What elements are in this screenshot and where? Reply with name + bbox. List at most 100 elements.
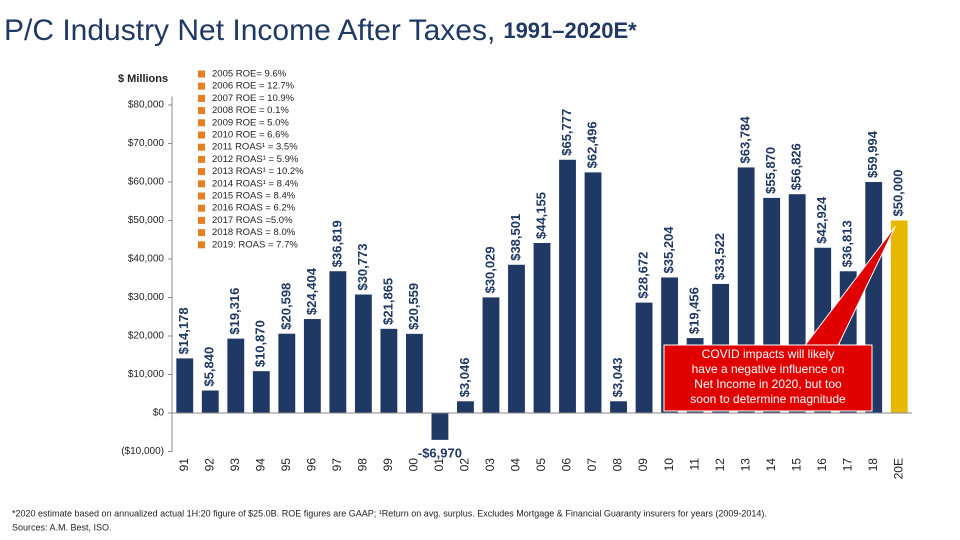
- annotation-text: Net Income in 2020, but too: [694, 377, 842, 391]
- annotation-text: have a negative influence on: [692, 362, 845, 376]
- value-label: $38,501: [508, 214, 523, 261]
- value-label: $42,924: [814, 196, 829, 244]
- note-text: 2011 ROAS¹ = 3.5%: [212, 142, 298, 153]
- note-text: 2013 ROAS¹ = 10.2%: [212, 166, 304, 177]
- value-label: $20,598: [278, 283, 293, 330]
- note-bullet: [198, 204, 205, 212]
- y-tick-label: $40,000: [128, 254, 165, 265]
- value-label: $30,029: [482, 246, 497, 293]
- x-tick-label: 94: [253, 458, 267, 472]
- value-label: $36,813: [840, 220, 855, 267]
- bar: [354, 294, 372, 413]
- title-years: 1991–2020E*: [503, 18, 637, 43]
- bar: [610, 401, 627, 413]
- note-bullet: [198, 107, 205, 115]
- value-label: $55,870: [763, 147, 778, 194]
- x-tick-label: 15: [789, 458, 803, 472]
- value-label: $19,316: [227, 288, 242, 335]
- x-tick-label: 08: [611, 458, 625, 472]
- note-bullet: [198, 143, 205, 151]
- bar: [559, 159, 576, 413]
- value-label: $21,865: [380, 278, 395, 325]
- x-tick-label: 95: [279, 458, 293, 472]
- note-text: 2018 ROAS = 8.0%: [212, 227, 296, 238]
- note-bullet: [198, 70, 205, 78]
- bar: [303, 319, 321, 413]
- value-label: $14,178: [176, 307, 191, 354]
- note-text: 2005 ROE= 9.6%: [212, 69, 287, 80]
- bar: [201, 390, 219, 413]
- value-label: $3,043: [610, 358, 625, 398]
- value-label: $30,773: [355, 244, 370, 291]
- title-main: P/C Industry Net Income After Taxes,: [4, 14, 495, 47]
- x-tick-label: 96: [305, 458, 319, 472]
- x-tick-label: 18: [866, 458, 880, 472]
- value-label: $59,994: [865, 130, 880, 178]
- y-tick-label: $20,000: [128, 331, 165, 342]
- x-tick-label: 92: [202, 458, 216, 472]
- value-label: $20,559: [406, 283, 421, 330]
- value-label: -$6,970: [418, 445, 462, 460]
- bar: [329, 271, 347, 413]
- chart-title: P/C Industry Net Income After Taxes, 1991…: [4, 14, 637, 47]
- value-label: $56,826: [789, 143, 804, 190]
- bar: [635, 302, 653, 413]
- y-tick-label: $60,000: [128, 177, 165, 188]
- bar: [227, 338, 245, 413]
- x-tick-label: 20E: [891, 458, 905, 479]
- bar: [584, 172, 602, 413]
- note-text: 2012 ROAS¹ = 5.9%: [212, 154, 299, 165]
- x-tick-label: 99: [381, 458, 395, 472]
- value-label: $63,784: [738, 116, 753, 164]
- value-label: $5,840: [202, 347, 217, 387]
- x-tick-label: 17: [840, 458, 854, 472]
- x-tick-label: 05: [534, 458, 548, 472]
- x-tick-label: 06: [560, 458, 574, 472]
- note-bullet: [198, 180, 205, 188]
- x-tick-label: 00: [407, 458, 421, 472]
- note-bullet: [198, 82, 205, 90]
- value-label: $24,404: [304, 267, 319, 315]
- note-text: 2007 ROE = 10.9%: [212, 93, 295, 104]
- value-label: $62,496: [584, 121, 599, 168]
- note-text: 2016 ROAS = 6.2%: [212, 203, 296, 214]
- y-tick-label: $30,000: [128, 292, 165, 303]
- annotation-text: soon to determine magnitude: [690, 392, 846, 406]
- value-label: $65,777: [559, 109, 574, 156]
- bar: [380, 328, 398, 413]
- x-tick-label: 02: [458, 458, 472, 472]
- note-bullet: [198, 131, 205, 139]
- note-bullet: [198, 119, 205, 127]
- x-tick-label: 10: [662, 458, 676, 472]
- value-label: $50,000: [891, 170, 906, 217]
- annotation-text: COVID impacts will likely: [702, 347, 835, 361]
- note-text: 2006 ROE = 12.7%: [212, 81, 295, 92]
- bar: [482, 297, 500, 413]
- note-text: 2009 ROE = 5.0%: [212, 117, 289, 128]
- y-tick-label: $10,000: [128, 369, 165, 380]
- y-axis-label: $ Millions: [118, 73, 168, 85]
- y-tick-label: $50,000: [128, 215, 165, 226]
- value-label: $33,522: [712, 233, 727, 280]
- bar: [176, 358, 194, 413]
- value-label: $28,672: [636, 252, 651, 299]
- bar: [431, 413, 449, 440]
- bar: [457, 401, 474, 413]
- note-bullet: [198, 229, 205, 237]
- x-tick-label: 03: [483, 458, 497, 472]
- bar: [508, 264, 525, 413]
- footnote: *2020 estimate based on annualized actua…: [12, 508, 767, 518]
- x-tick-label: 01: [432, 458, 446, 472]
- x-tick-label: 09: [636, 458, 650, 472]
- x-tick-label: 91: [177, 458, 191, 472]
- note-text: 2015 ROAS = 8.4%: [212, 191, 296, 202]
- note-text: 2014 ROAS¹ = 8.4%: [212, 178, 299, 189]
- bar: [278, 333, 296, 413]
- value-label: $44,155: [533, 192, 548, 239]
- x-tick-label: 13: [738, 458, 752, 472]
- note-bullet: [198, 192, 205, 200]
- bar: [533, 243, 551, 413]
- note-text: 2008 ROE = 0.1%: [212, 105, 289, 116]
- y-tick-label: ($10,000): [121, 446, 164, 457]
- bar: [252, 371, 270, 413]
